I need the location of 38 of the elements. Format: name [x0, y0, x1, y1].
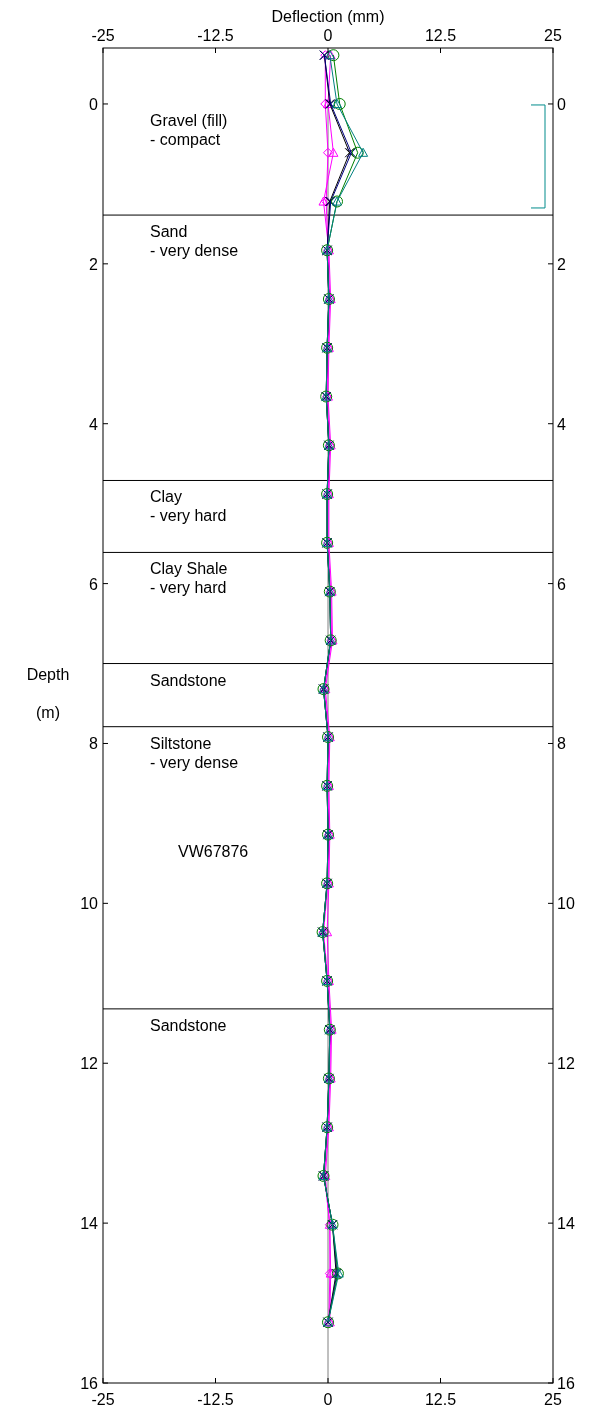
y-tick-label: 8 — [89, 735, 99, 753]
y-tick-label: 4 — [89, 415, 99, 433]
text: Depth (m) — [26, 665, 70, 721]
ref-line-label: Clay Shale - very hard — [150, 560, 228, 597]
x-tick-label: 12.5 — [424, 27, 457, 44]
ref-line-label: Sandstone — [150, 1016, 227, 1034]
y-tick-label: 10 — [80, 895, 99, 913]
y2-tick-label: 14 — [557, 1215, 575, 1233]
ref-line-label: Siltstone - very dense — [150, 734, 239, 771]
x-tick-label: 0 — [323, 27, 333, 44]
y-tick-label: 0 — [89, 95, 99, 113]
ref-line-label: Sandstone — [150, 671, 227, 689]
y2-tick-label: 10 — [557, 895, 575, 913]
y2-tick-label: 0 — [557, 95, 566, 113]
x2-tick-label: 12.5 — [424, 1391, 457, 1408]
x-tick-label: 25 — [544, 27, 562, 44]
x2-tick-label: -25 — [91, 1391, 115, 1408]
ref-line-label: Clay - very hard — [150, 488, 227, 525]
x2-tick-label: 0 — [323, 1391, 333, 1408]
y-tick-label: 14 — [80, 1215, 99, 1233]
x2-tick-label: -12.5 — [197, 1391, 234, 1408]
x-tick-label: -12.5 — [197, 27, 234, 44]
x2-tick-label: 25 — [544, 1391, 562, 1408]
y-tick-label: 2 — [89, 255, 99, 273]
annotation: VW67876 — [178, 843, 249, 861]
annotation: Gravel (fill) - compact — [150, 111, 228, 148]
y2-tick-label: 8 — [557, 735, 566, 753]
ref-line-label: Sand - very dense — [150, 223, 239, 260]
y-tick-label: 12 — [80, 1055, 99, 1073]
y-tick-label: 6 — [89, 575, 99, 593]
x2-axis-title: Deflection (mm) — [271, 8, 385, 25]
y2-tick-label: 2 — [557, 255, 566, 273]
y2-tick-label: 6 — [557, 575, 566, 593]
x-tick-label: -25 — [91, 27, 115, 44]
y-tick-label: 16 — [80, 1375, 99, 1392]
y2-tick-label: 16 — [557, 1375, 575, 1392]
y2-tick-label: 12 — [557, 1055, 575, 1073]
y2-tick-label: 4 — [557, 415, 566, 433]
